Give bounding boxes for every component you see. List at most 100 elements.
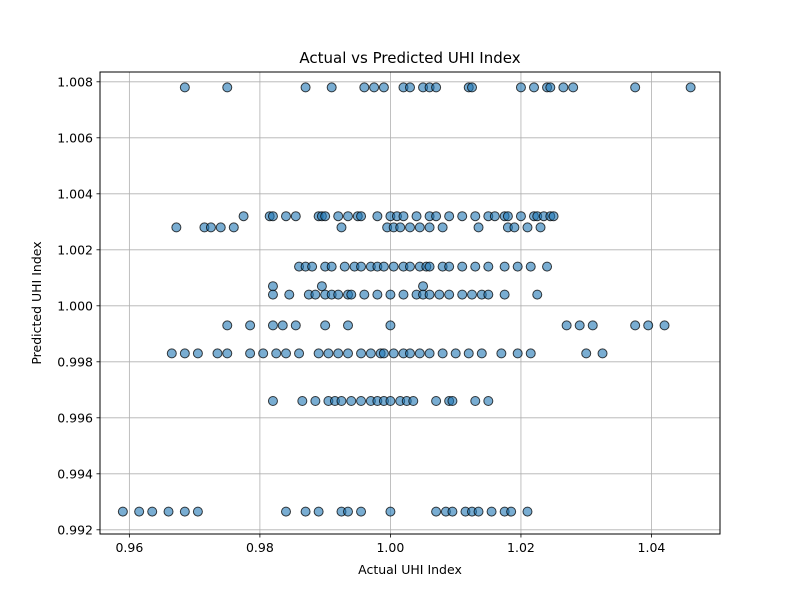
data-point bbox=[333, 289, 344, 300]
data-point bbox=[326, 82, 337, 93]
data-point bbox=[388, 261, 399, 272]
data-point bbox=[483, 261, 494, 272]
data-point bbox=[411, 211, 422, 222]
data-point bbox=[343, 211, 353, 222]
data-point bbox=[431, 82, 442, 93]
data-point bbox=[271, 348, 282, 359]
data-point bbox=[405, 261, 415, 272]
data-point bbox=[378, 348, 389, 359]
data-point bbox=[499, 261, 510, 272]
data-point bbox=[300, 506, 311, 517]
data-point bbox=[372, 211, 383, 222]
data-point bbox=[316, 281, 327, 292]
y-tick-label: 0.992 bbox=[57, 522, 93, 537]
y-tick-label: 1.002 bbox=[57, 242, 93, 257]
x-axis-ticks: 0.96 0.98 1.00 1.02 1.04 bbox=[115, 534, 665, 555]
data-point bbox=[378, 261, 389, 272]
data-point bbox=[542, 261, 553, 272]
data-point bbox=[457, 211, 468, 222]
data-point bbox=[525, 348, 536, 359]
data-point bbox=[509, 222, 520, 233]
data-point bbox=[483, 289, 494, 300]
data-point bbox=[473, 506, 484, 517]
data-point bbox=[630, 82, 641, 93]
data-point bbox=[483, 396, 494, 406]
data-point bbox=[489, 211, 500, 222]
y-tick-label: 1.006 bbox=[57, 130, 93, 145]
data-point bbox=[284, 289, 295, 300]
x-tick-label: 1.04 bbox=[638, 540, 666, 555]
y-tick-label: 0.998 bbox=[57, 354, 93, 369]
data-point bbox=[434, 289, 445, 300]
y-tick-label: 1.004 bbox=[57, 186, 93, 201]
data-points bbox=[117, 82, 696, 517]
y-axis-label: Predicted UHI Index bbox=[29, 241, 44, 364]
data-point bbox=[281, 506, 291, 517]
data-point bbox=[405, 222, 415, 233]
data-point bbox=[431, 506, 442, 517]
data-point bbox=[414, 222, 425, 233]
data-point bbox=[356, 261, 367, 272]
data-point bbox=[179, 506, 190, 517]
data-point bbox=[333, 211, 344, 222]
data-point bbox=[343, 320, 353, 331]
data-point bbox=[222, 320, 233, 331]
data-point bbox=[339, 261, 350, 272]
data-point bbox=[515, 82, 526, 93]
data-point bbox=[515, 211, 526, 222]
data-point bbox=[320, 320, 331, 331]
data-point bbox=[134, 506, 145, 517]
data-point bbox=[405, 348, 415, 359]
data-point bbox=[313, 506, 324, 517]
data-point bbox=[258, 348, 269, 359]
data-point bbox=[437, 222, 448, 233]
data-point bbox=[685, 82, 696, 93]
data-point bbox=[587, 320, 598, 331]
data-point bbox=[398, 289, 409, 300]
data-point bbox=[212, 348, 223, 359]
y-axis-ticks: 0.992 0.994 0.996 0.998 1.000 1.002 1.004 1.006… bbox=[57, 74, 100, 537]
data-point bbox=[470, 261, 481, 272]
data-point bbox=[512, 348, 523, 359]
data-point bbox=[179, 348, 190, 359]
data-point bbox=[467, 289, 477, 300]
data-point bbox=[267, 289, 278, 300]
data-point bbox=[470, 396, 481, 406]
data-point bbox=[267, 396, 278, 406]
data-point bbox=[147, 506, 158, 517]
data-point bbox=[431, 211, 442, 222]
data-point bbox=[395, 222, 406, 233]
data-point bbox=[356, 348, 367, 359]
data-point bbox=[408, 396, 419, 406]
data-point bbox=[307, 261, 318, 272]
data-point bbox=[414, 348, 425, 359]
data-point bbox=[267, 281, 278, 292]
data-point bbox=[476, 348, 487, 359]
data-point bbox=[522, 222, 533, 233]
data-point bbox=[267, 320, 278, 331]
data-point bbox=[424, 348, 435, 359]
data-point bbox=[385, 289, 396, 300]
data-point bbox=[166, 348, 177, 359]
data-point bbox=[424, 222, 435, 233]
y-tick-label: 0.994 bbox=[57, 466, 93, 481]
data-point bbox=[267, 211, 278, 222]
data-point bbox=[437, 348, 448, 359]
plot-frame bbox=[99, 71, 721, 535]
data-point bbox=[444, 211, 455, 222]
data-point bbox=[310, 289, 321, 300]
data-point bbox=[581, 348, 592, 359]
chart-title: Actual vs Predicted UHI Index bbox=[299, 49, 520, 67]
data-point bbox=[356, 396, 367, 406]
data-point bbox=[313, 348, 324, 359]
data-point bbox=[568, 82, 579, 93]
data-point bbox=[372, 289, 383, 300]
data-point bbox=[238, 211, 249, 222]
data-point bbox=[424, 261, 435, 272]
data-point bbox=[444, 289, 455, 300]
data-point bbox=[228, 222, 239, 233]
data-point bbox=[179, 82, 190, 93]
data-point bbox=[512, 261, 523, 272]
